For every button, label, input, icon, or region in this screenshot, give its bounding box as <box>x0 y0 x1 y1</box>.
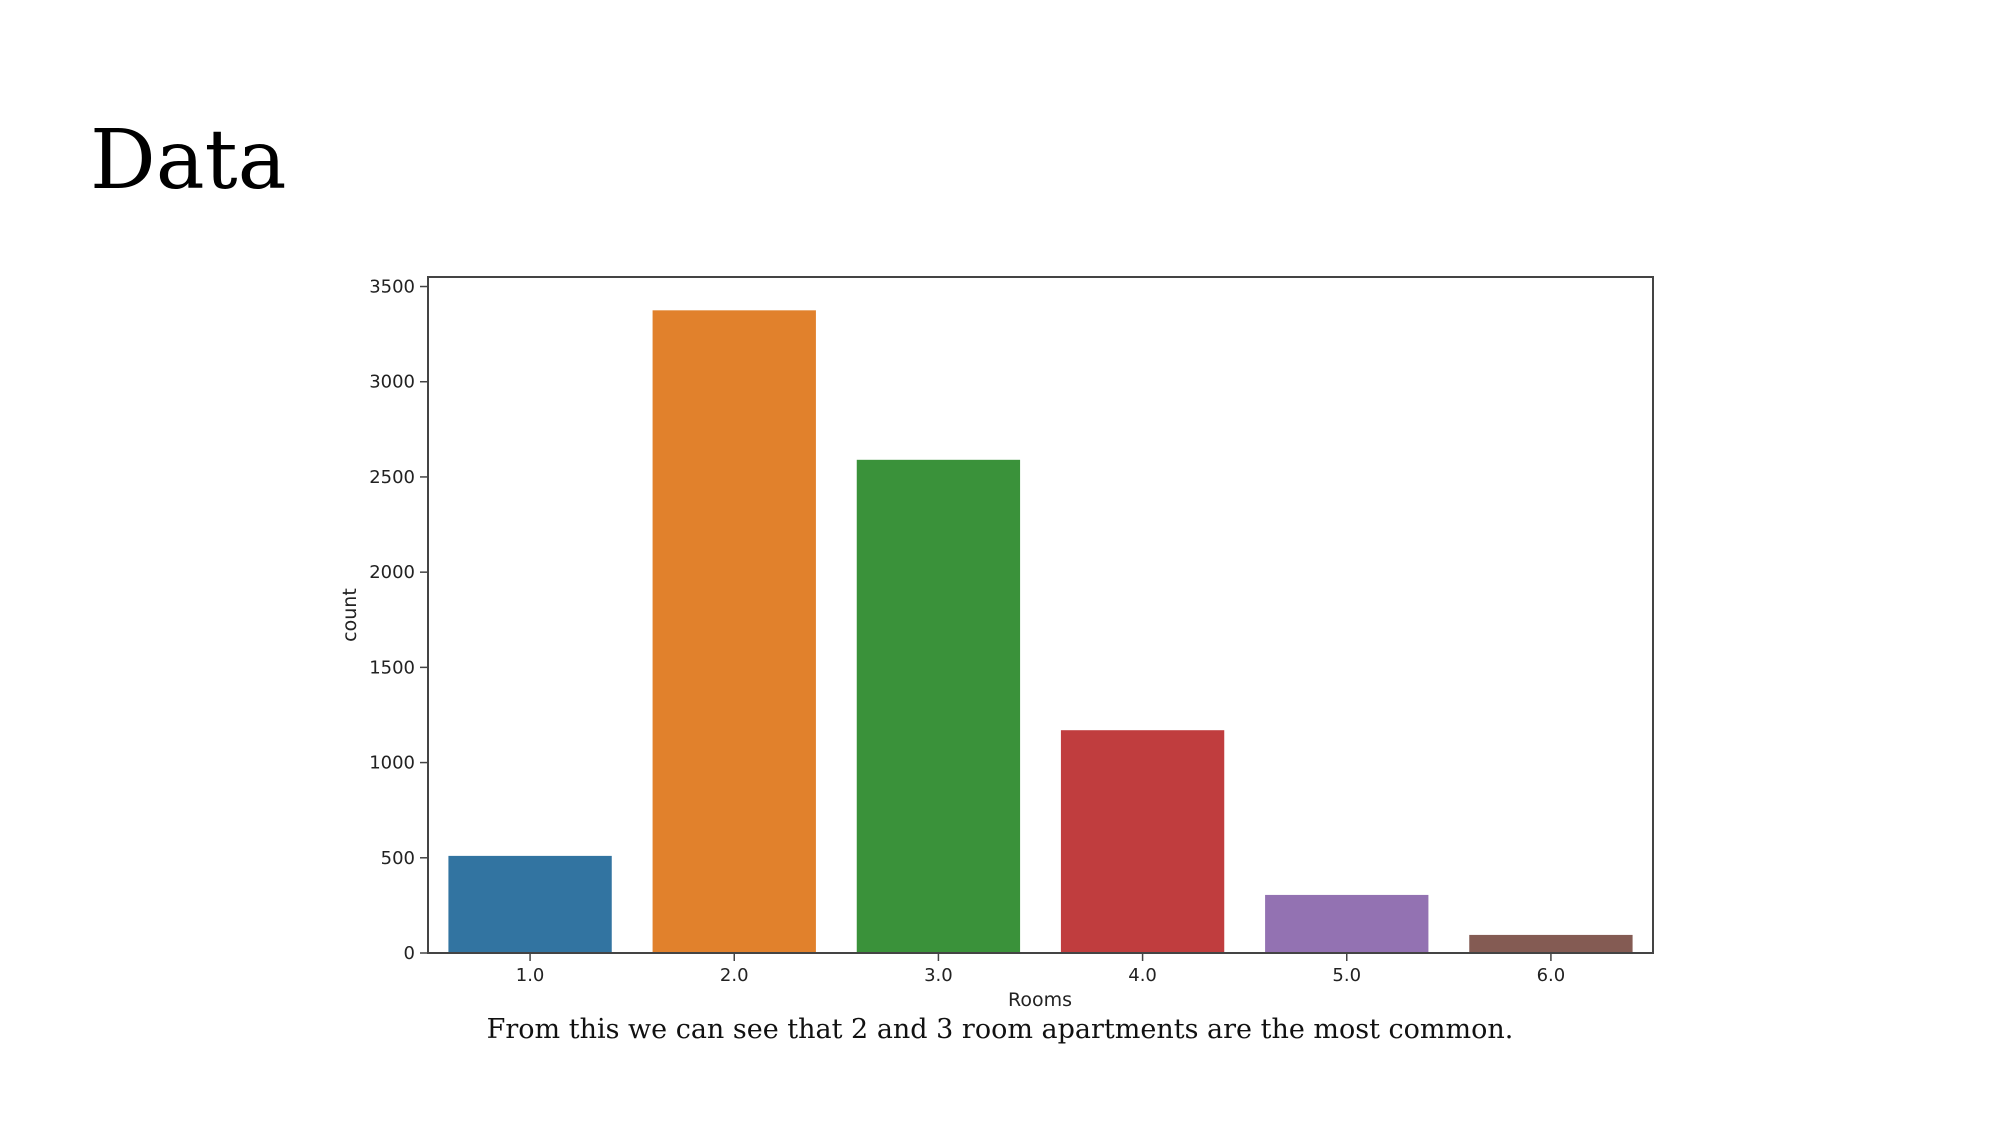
x-tick-label: 4.0 <box>1128 965 1157 986</box>
y-tick-label: 1000 <box>369 753 415 774</box>
x-tick-label: 6.0 <box>1537 965 1566 986</box>
y-tick-label: 3000 <box>369 372 415 393</box>
y-tick-label: 0 <box>404 943 415 964</box>
y-tick-label: 1500 <box>369 657 415 678</box>
y-tick-label: 500 <box>381 848 415 869</box>
bars-group <box>448 310 1633 953</box>
bar-6.0 <box>1469 934 1633 953</box>
x-tick-label: 2.0 <box>720 965 749 986</box>
x-tick-label: 3.0 <box>924 965 953 986</box>
y-tick-label: 3500 <box>369 277 415 298</box>
bar-3.0 <box>856 459 1021 953</box>
x-axis-label: Rooms <box>1008 989 1072 1011</box>
slide-title: Data <box>90 113 287 208</box>
bar-1.0 <box>448 855 612 953</box>
x-tick-label: 1.0 <box>516 965 545 986</box>
bar-5.0 <box>1265 894 1429 953</box>
x-tick-label: 5.0 <box>1332 965 1361 986</box>
y-tick-label: 2500 <box>369 467 415 488</box>
plot-frame <box>427 276 1654 954</box>
bar-2.0 <box>652 310 816 953</box>
y-ticks-group: 0 500 1000 1500 2000 2500 3000 3500 <box>369 277 428 964</box>
slide-caption: From this we can see that 2 and 3 room a… <box>486 1014 1514 1045</box>
y-tick-label: 2000 <box>369 562 415 583</box>
y-axis-label: count <box>339 588 361 642</box>
x-ticks-group: 1.0 2.0 3.0 4.0 5.0 6.0 <box>516 953 1565 986</box>
bar-4.0 <box>1060 730 1225 953</box>
